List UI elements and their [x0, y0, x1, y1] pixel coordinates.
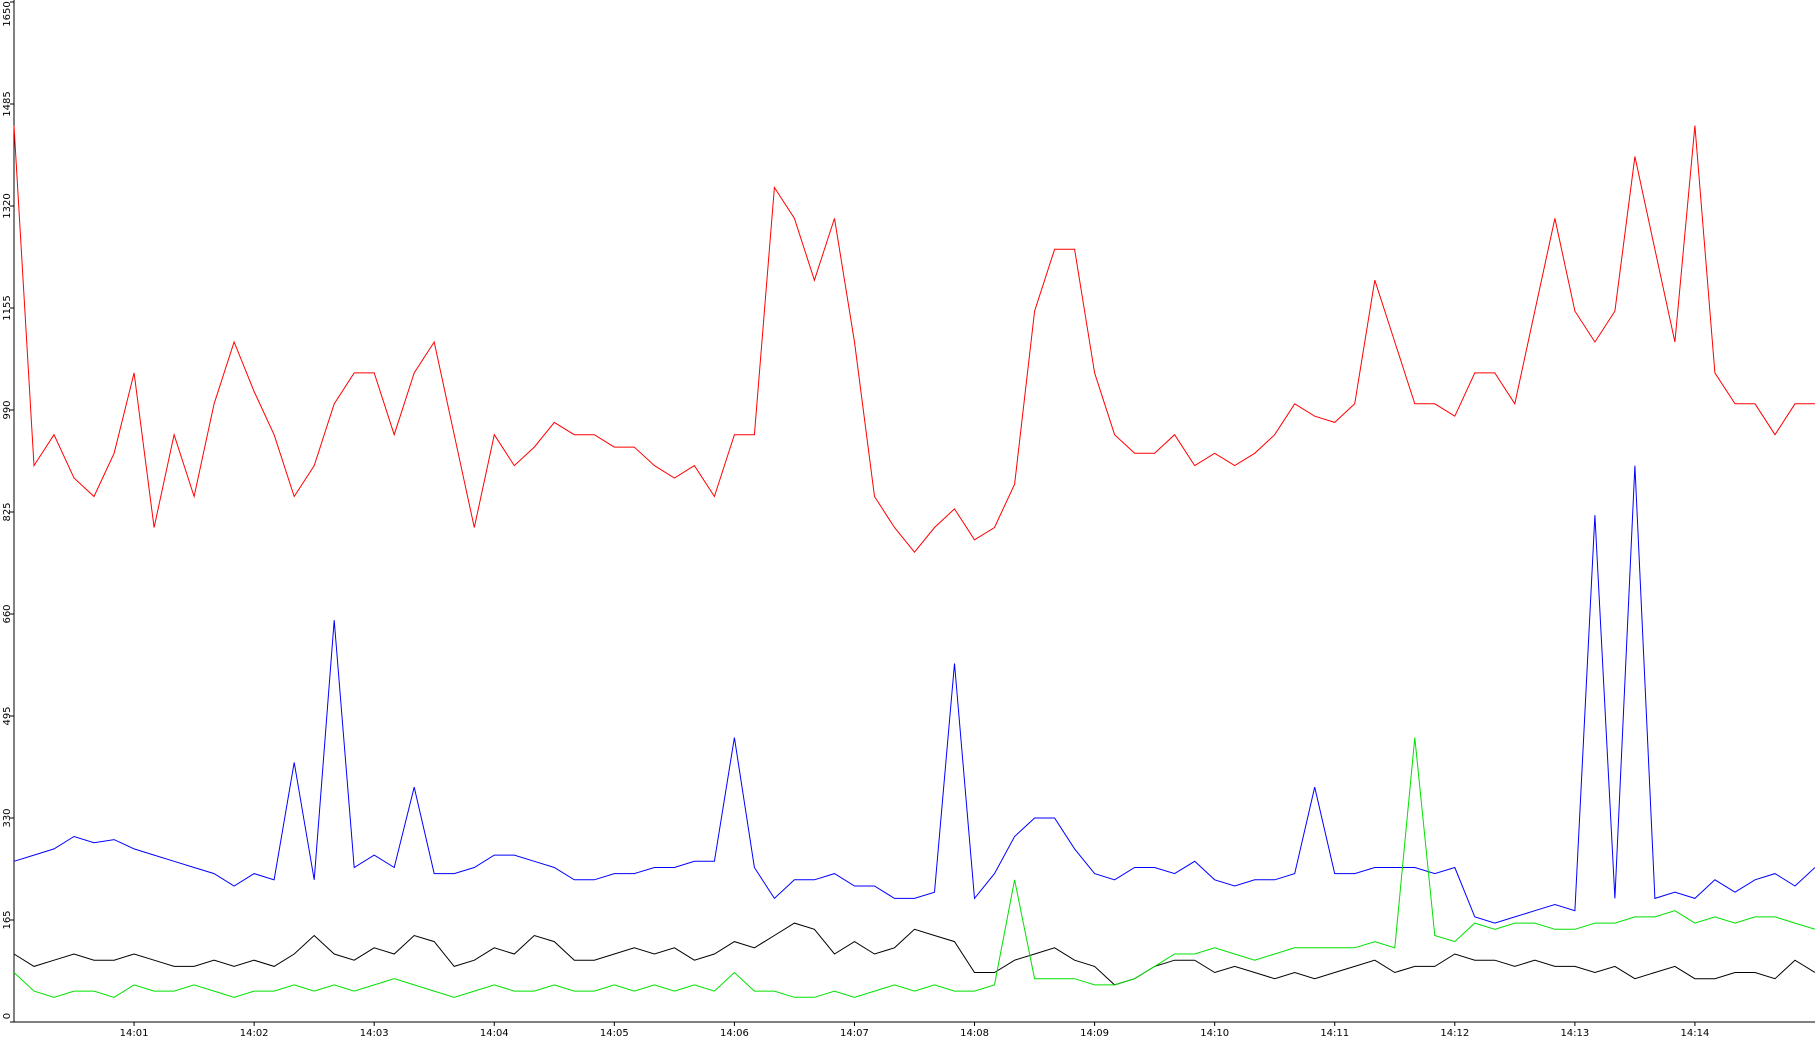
- x-tick-label: 14:11: [1320, 1028, 1349, 1039]
- y-tick-label: 495: [2, 706, 13, 725]
- x-tick-label: 14:09: [1080, 1028, 1109, 1039]
- series-line: [13, 465, 1815, 924]
- x-tick-label: 14:04: [480, 1028, 509, 1039]
- y-tick-label: 1650: [2, 1, 13, 26]
- x-tick-label: 14:03: [360, 1028, 389, 1039]
- y-tick-label: 660: [2, 604, 13, 623]
- series-line: [13, 922, 1815, 986]
- x-tick-label: 14:10: [1200, 1028, 1229, 1039]
- x-tick-label: 14:14: [1681, 1028, 1710, 1039]
- x-tick-label: 14:12: [1440, 1028, 1469, 1039]
- series-line: [13, 125, 1815, 553]
- y-tick-label: 990: [2, 400, 13, 419]
- series-line: [13, 737, 1815, 998]
- x-tick-label: 14:06: [720, 1028, 749, 1039]
- x-tick-label: 14:07: [840, 1028, 869, 1039]
- y-tick-label: 1155: [2, 295, 13, 320]
- y-tick-label: 1485: [2, 91, 13, 116]
- x-tick-label: 14:01: [120, 1028, 149, 1039]
- y-tick-label: 330: [2, 808, 13, 827]
- y-tick-label: 0: [2, 1013, 13, 1019]
- y-tick-label: 165: [2, 910, 13, 929]
- y-tick-label: 825: [2, 502, 13, 521]
- x-tick-label: 14:02: [240, 1028, 269, 1039]
- x-tick-label: 14:08: [960, 1028, 989, 1039]
- x-tick-label: 14:05: [600, 1028, 629, 1039]
- y-tick-label: 1320: [2, 193, 13, 218]
- x-tick-label: 14:13: [1560, 1028, 1589, 1039]
